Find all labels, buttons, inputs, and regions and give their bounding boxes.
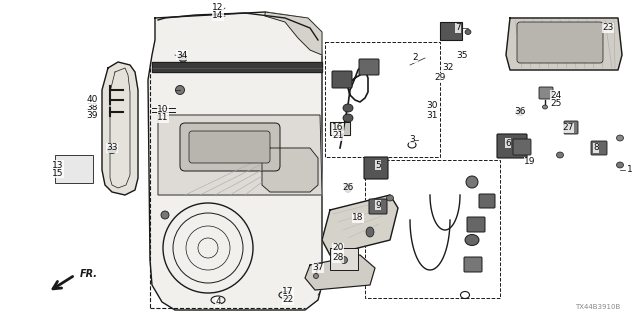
- Polygon shape: [262, 148, 318, 192]
- Text: 9: 9: [375, 201, 381, 210]
- Ellipse shape: [387, 195, 394, 201]
- Text: 38: 38: [86, 103, 98, 113]
- Text: 28: 28: [332, 253, 344, 262]
- Polygon shape: [322, 195, 398, 255]
- Bar: [330, 248, 358, 270]
- Text: FR.: FR.: [80, 269, 98, 279]
- FancyBboxPatch shape: [180, 123, 280, 171]
- Ellipse shape: [616, 135, 623, 141]
- Ellipse shape: [465, 29, 471, 35]
- FancyBboxPatch shape: [364, 157, 388, 179]
- Polygon shape: [305, 255, 375, 290]
- Bar: [55, 155, 93, 183]
- FancyBboxPatch shape: [359, 59, 379, 75]
- Text: 37: 37: [312, 263, 324, 273]
- Text: 23: 23: [602, 23, 614, 33]
- Ellipse shape: [340, 257, 348, 263]
- Text: 16: 16: [332, 124, 344, 132]
- Text: 33: 33: [106, 143, 118, 153]
- Ellipse shape: [343, 114, 353, 122]
- Text: 30: 30: [426, 100, 438, 109]
- Ellipse shape: [466, 176, 478, 188]
- FancyBboxPatch shape: [591, 141, 607, 155]
- FancyBboxPatch shape: [517, 22, 603, 63]
- Text: 26: 26: [342, 183, 354, 193]
- FancyBboxPatch shape: [539, 87, 553, 99]
- Text: 21: 21: [332, 132, 344, 140]
- Polygon shape: [330, 122, 350, 135]
- Polygon shape: [506, 18, 622, 70]
- Ellipse shape: [343, 104, 353, 112]
- Text: 17: 17: [282, 287, 294, 297]
- Ellipse shape: [314, 274, 319, 278]
- Ellipse shape: [465, 235, 479, 245]
- FancyBboxPatch shape: [189, 131, 270, 163]
- FancyBboxPatch shape: [467, 217, 485, 232]
- Polygon shape: [158, 115, 322, 195]
- Text: 12: 12: [212, 4, 224, 12]
- FancyBboxPatch shape: [564, 121, 578, 134]
- FancyBboxPatch shape: [440, 22, 462, 40]
- Text: 13: 13: [52, 161, 64, 170]
- Bar: [325, 42, 440, 157]
- Ellipse shape: [175, 85, 184, 94]
- Ellipse shape: [161, 211, 169, 219]
- Polygon shape: [148, 12, 322, 310]
- Ellipse shape: [344, 183, 351, 193]
- Ellipse shape: [557, 152, 563, 158]
- Bar: [365, 160, 500, 298]
- Text: 3: 3: [409, 135, 415, 145]
- Text: 35: 35: [456, 51, 468, 60]
- Ellipse shape: [366, 227, 374, 237]
- Text: 14: 14: [212, 12, 224, 20]
- Ellipse shape: [616, 162, 623, 168]
- Text: 22: 22: [282, 295, 294, 305]
- Text: 5: 5: [375, 161, 381, 170]
- Text: 27: 27: [563, 124, 573, 132]
- Text: 15: 15: [52, 169, 64, 178]
- FancyBboxPatch shape: [369, 199, 387, 214]
- Text: 20: 20: [332, 244, 344, 252]
- Ellipse shape: [108, 147, 116, 154]
- Text: 34: 34: [176, 51, 188, 60]
- Text: 31: 31: [426, 110, 438, 119]
- Text: 19: 19: [524, 157, 536, 166]
- FancyBboxPatch shape: [332, 71, 352, 88]
- Text: 36: 36: [515, 108, 525, 116]
- Ellipse shape: [543, 105, 547, 109]
- Polygon shape: [102, 62, 138, 195]
- Text: 7: 7: [455, 23, 461, 33]
- Ellipse shape: [516, 108, 524, 116]
- Text: 25: 25: [550, 99, 562, 108]
- Text: 32: 32: [442, 63, 454, 73]
- Text: 2: 2: [412, 53, 418, 62]
- FancyBboxPatch shape: [513, 139, 531, 155]
- Ellipse shape: [179, 54, 187, 62]
- Text: 4: 4: [215, 298, 221, 307]
- Text: TX44B3910B: TX44B3910B: [575, 304, 620, 310]
- Text: 11: 11: [157, 114, 169, 123]
- Polygon shape: [152, 62, 322, 72]
- Polygon shape: [265, 12, 322, 55]
- Text: 6: 6: [505, 139, 511, 148]
- FancyBboxPatch shape: [479, 194, 495, 208]
- Text: 8: 8: [593, 143, 599, 153]
- Text: 39: 39: [86, 111, 98, 121]
- Text: 29: 29: [435, 74, 445, 83]
- Text: 10: 10: [157, 106, 169, 115]
- FancyBboxPatch shape: [497, 134, 527, 158]
- Text: 1: 1: [627, 165, 633, 174]
- FancyBboxPatch shape: [464, 257, 482, 272]
- Text: 18: 18: [352, 213, 364, 222]
- Text: 24: 24: [550, 91, 562, 100]
- Text: 40: 40: [86, 95, 98, 105]
